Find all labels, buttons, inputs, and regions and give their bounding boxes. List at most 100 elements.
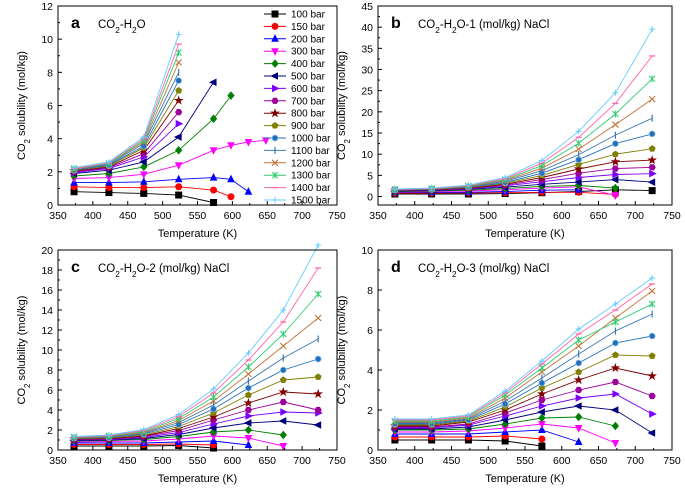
data-point bbox=[538, 157, 545, 164]
series-150-bar bbox=[70, 183, 235, 201]
data-point bbox=[314, 314, 322, 322]
panel-title: CO2-H2O-2 (mol/kg) NaCl bbox=[98, 263, 229, 279]
data-point bbox=[244, 435, 253, 443]
series-line bbox=[394, 189, 579, 193]
text-part: CO bbox=[16, 143, 28, 160]
y-tick-label: 20 bbox=[41, 245, 53, 257]
x-tick-label: 500 bbox=[479, 455, 497, 467]
text-part: CO bbox=[98, 19, 115, 31]
text-part: CO bbox=[418, 263, 435, 275]
panel-title: CO2-H2O-1 (mol/kg) NaCl bbox=[418, 19, 549, 35]
data-point bbox=[612, 89, 619, 96]
data-point bbox=[174, 133, 182, 141]
x-tick-label: 500 bbox=[479, 210, 497, 222]
data-point bbox=[314, 406, 322, 414]
data-point bbox=[175, 31, 182, 38]
panel-title: CO2-H2O bbox=[98, 19, 146, 35]
data-point bbox=[210, 393, 217, 401]
data-point bbox=[279, 330, 287, 338]
data-point bbox=[537, 408, 545, 416]
text-part: O-1 (mol/kg) NaCl bbox=[457, 19, 550, 31]
data-point bbox=[175, 86, 183, 94]
y-tick-label: 0 bbox=[47, 445, 53, 457]
text-part: CO bbox=[418, 19, 435, 31]
subscript: 2 bbox=[132, 270, 137, 279]
legend-marker bbox=[271, 48, 279, 56]
legend-entry: 900 bar bbox=[264, 121, 326, 132]
subscript: 2 bbox=[452, 26, 457, 35]
x-tick-label: 650 bbox=[590, 455, 608, 467]
y-tick-label: 6 bbox=[47, 101, 53, 113]
series-1500-bar bbox=[391, 26, 656, 192]
series-line bbox=[394, 313, 653, 424]
data-point bbox=[648, 187, 656, 195]
data-point bbox=[575, 128, 582, 135]
series-200-bar bbox=[70, 173, 253, 195]
data-point bbox=[649, 26, 656, 33]
y-tick-label: 8 bbox=[47, 365, 53, 377]
data-point bbox=[538, 435, 546, 443]
data-point bbox=[612, 170, 621, 179]
y-tick-label: 0 bbox=[367, 445, 373, 457]
legend-marker bbox=[270, 72, 278, 80]
series-line bbox=[73, 139, 266, 179]
data-point bbox=[428, 416, 435, 422]
data-point bbox=[209, 173, 218, 181]
data-point bbox=[649, 275, 656, 281]
data-point bbox=[209, 114, 218, 124]
legend-marker bbox=[271, 134, 279, 142]
data-point bbox=[314, 355, 322, 363]
y-axis-label: CO2 solubility (mol/kg) bbox=[336, 51, 352, 160]
legend-marker bbox=[271, 34, 279, 42]
data-point bbox=[611, 378, 619, 386]
text-part: -H bbox=[440, 19, 452, 31]
y-tick-label: 35 bbox=[361, 43, 373, 55]
x-tick-label: 650 bbox=[258, 210, 276, 222]
data-point bbox=[209, 147, 218, 155]
legend-label: 600 bar bbox=[291, 84, 326, 95]
series-line bbox=[73, 111, 180, 173]
x-tick-label: 500 bbox=[154, 455, 172, 467]
data-point bbox=[280, 307, 287, 313]
plot-frame bbox=[57, 249, 338, 451]
legend-label: 900 bar bbox=[291, 121, 326, 132]
data-point bbox=[611, 150, 619, 158]
legend-marker bbox=[271, 59, 279, 68]
series-line bbox=[73, 401, 319, 440]
panel-letter: b bbox=[391, 15, 401, 32]
y-axis-label: CO2 solubility (mol/kg) bbox=[16, 296, 32, 405]
subscript: 2 bbox=[23, 139, 32, 143]
data-point bbox=[279, 443, 288, 451]
x-tick-label: 750 bbox=[328, 210, 346, 222]
data-point bbox=[573, 163, 584, 174]
panel-letter: c bbox=[71, 259, 80, 276]
data-point bbox=[648, 145, 656, 152]
series-400-bar bbox=[70, 91, 235, 181]
data-point bbox=[279, 376, 287, 383]
legend-marker bbox=[270, 108, 280, 118]
series-line bbox=[73, 411, 319, 441]
legend-entry: 300 bar bbox=[264, 47, 326, 58]
series-line bbox=[73, 267, 319, 438]
data-point bbox=[71, 164, 78, 171]
data-point bbox=[612, 339, 619, 347]
y-tick-label: 6 bbox=[367, 325, 373, 337]
series-line bbox=[394, 277, 653, 420]
x-tick-label: 600 bbox=[553, 210, 571, 222]
y-tick-label: 15 bbox=[361, 128, 373, 140]
x-tick-label: 400 bbox=[406, 455, 424, 467]
data-point bbox=[245, 350, 252, 356]
x-tick-label: 450 bbox=[443, 210, 461, 222]
y-tick-label: 6 bbox=[47, 385, 53, 397]
legend-label: 300 bar bbox=[291, 47, 326, 58]
data-point bbox=[140, 162, 148, 172]
y-tick-label: 18 bbox=[41, 265, 53, 277]
data-point bbox=[647, 178, 656, 186]
data-point bbox=[575, 359, 583, 367]
data-point bbox=[245, 363, 252, 371]
data-point bbox=[649, 410, 657, 418]
y-tick-label: 5 bbox=[367, 170, 373, 182]
legend-entry: 100 bar bbox=[264, 10, 326, 21]
series-line bbox=[73, 34, 180, 169]
data-point bbox=[611, 351, 619, 358]
